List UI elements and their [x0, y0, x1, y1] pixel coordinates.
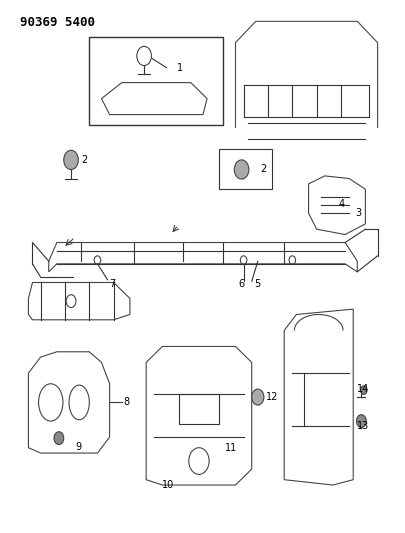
- Circle shape: [356, 415, 365, 427]
- Circle shape: [251, 389, 263, 405]
- Circle shape: [234, 160, 248, 179]
- Text: 1: 1: [176, 63, 182, 72]
- Text: 3: 3: [354, 208, 360, 218]
- Bar: [219, 149, 271, 189]
- Text: 11: 11: [225, 443, 237, 453]
- Text: 10: 10: [162, 480, 174, 490]
- Text: 13: 13: [356, 422, 369, 431]
- Bar: [89, 37, 223, 125]
- Text: 6: 6: [238, 279, 244, 288]
- Text: 2: 2: [81, 155, 87, 165]
- Text: 4: 4: [338, 199, 344, 208]
- Circle shape: [64, 150, 78, 169]
- Text: 90369 5400: 90369 5400: [20, 16, 95, 29]
- Text: 8: 8: [124, 398, 130, 407]
- Text: 5: 5: [253, 279, 259, 288]
- Text: 14: 14: [356, 384, 369, 394]
- Circle shape: [54, 432, 64, 445]
- Text: 12: 12: [265, 392, 277, 402]
- Text: 9: 9: [75, 442, 81, 451]
- Bar: [178, 394, 219, 424]
- Text: 2: 2: [259, 165, 265, 174]
- Circle shape: [360, 386, 366, 394]
- Text: 7: 7: [109, 279, 115, 288]
